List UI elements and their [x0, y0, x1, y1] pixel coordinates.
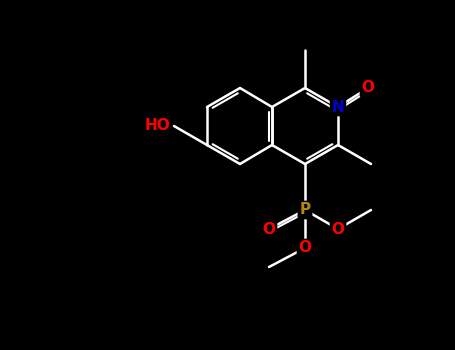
Text: O: O [362, 80, 374, 96]
Text: O: O [298, 240, 312, 256]
Text: O: O [263, 222, 275, 237]
Text: N: N [332, 99, 344, 114]
Text: O: O [332, 222, 344, 237]
Text: P: P [299, 203, 311, 217]
Text: HO: HO [144, 119, 170, 133]
